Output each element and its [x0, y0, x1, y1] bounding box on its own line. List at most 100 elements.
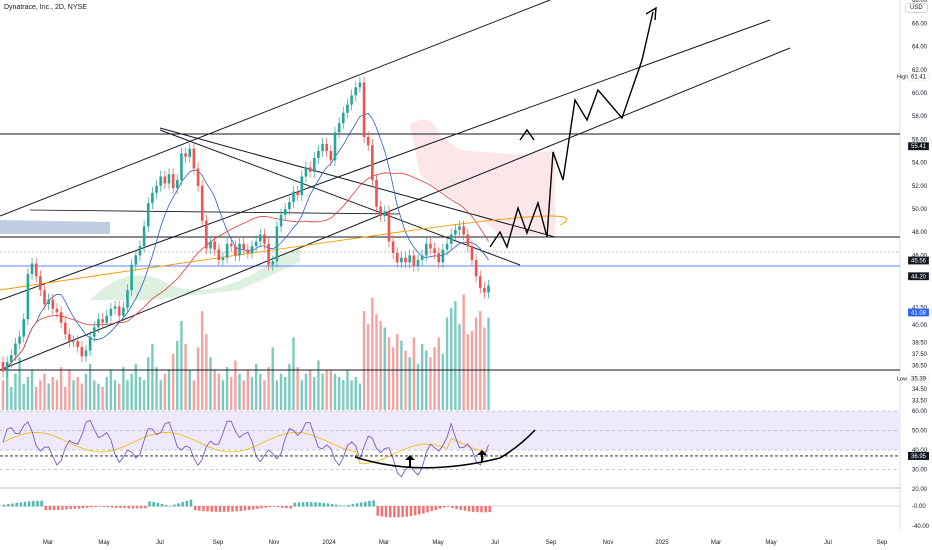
osc-bar: [305, 502, 309, 507]
candle-body: [395, 253, 399, 263]
price-axis-label: 36.50: [912, 364, 928, 370]
candle-body: [337, 123, 341, 133]
volume-bars: [1, 294, 490, 410]
price-axis-label: 34.50: [912, 387, 928, 393]
candle-body: [200, 185, 204, 221]
candle-body: [167, 174, 171, 184]
price-axis-label: 40.00: [912, 323, 928, 329]
osc-bar: [384, 506, 388, 517]
candle-body: [97, 319, 100, 328]
candle-body: [358, 82, 362, 88]
volume-bar: [371, 297, 374, 410]
osc-bar: [164, 504, 168, 507]
volume-bar: [400, 340, 403, 410]
osc-axis-label: -40.00: [912, 524, 930, 530]
volume-bar: [167, 370, 171, 410]
candle-body: [474, 260, 478, 277]
candle-body: [317, 151, 320, 158]
time-axis[interactable]: Mar May Jul Sep Nov 2024 Mar May Jul Sep Nov 2025 Ma…: [43, 540, 888, 546]
price-axis-label: 58.00: [912, 114, 928, 120]
candle-body: [483, 287, 486, 293]
osc-bar: [56, 506, 60, 510]
osc-bar: [86, 506, 89, 508]
price-axis[interactable]: 60.00 50.00 40.00 30.00 20.00 36.95 -0.00 -40.0…: [897, 0, 930, 530]
osc-bar: [418, 506, 421, 515]
volume-bar: [101, 386, 104, 410]
volume-bar: [84, 373, 88, 410]
osc-bar: [447, 506, 450, 507]
osc-bar: [388, 506, 392, 518]
candle-body: [275, 226, 279, 262]
candle-body: [321, 144, 324, 151]
candle-body: [342, 112, 345, 124]
osc-bar: [364, 501, 367, 507]
candle-body: [271, 261, 275, 265]
candle-body: [47, 299, 50, 305]
time-axis-label: Sep: [213, 540, 224, 546]
osc-bar: [326, 503, 330, 507]
osc-bar: [52, 506, 56, 511]
candle-body: [88, 336, 92, 351]
channel-line: [0, 47, 791, 371]
price-badge: [907, 308, 930, 317]
volume-bar: [155, 367, 158, 410]
volume-bar: [271, 347, 274, 410]
volume-bar: [479, 311, 482, 410]
candle-body: [126, 290, 129, 308]
osc-bar: [252, 506, 255, 510]
volume-bar: [466, 334, 469, 410]
candle-body: [391, 241, 395, 254]
candle-body: [366, 137, 370, 146]
price-axis-label: 48.00: [912, 230, 928, 236]
osc-bar: [144, 506, 147, 509]
volume-bar: [329, 370, 333, 410]
osc-bar: [131, 506, 135, 509]
volume-bar: [342, 380, 345, 410]
volume-bar: [51, 377, 54, 410]
candle-body: [404, 257, 407, 263]
candle-body: [371, 145, 374, 180]
currency-badge[interactable]: USD: [905, 3, 928, 13]
volume-bar: [22, 383, 25, 410]
time-axis-label: Jul: [491, 540, 499, 546]
osc-bar: [281, 506, 284, 508]
candle-body: [55, 308, 59, 313]
candle-body: [43, 290, 46, 305]
candle-body: [209, 241, 212, 249]
candle-body: [221, 257, 225, 261]
osc-bar: [177, 503, 180, 507]
candle-body: [155, 185, 158, 193]
volume-bar: [221, 380, 225, 410]
osc-bar: [401, 506, 404, 518]
time-axis-label: Mar: [43, 540, 53, 546]
time-axis-label: Nov: [603, 540, 614, 546]
range-line: [29, 209, 401, 215]
osc-bar: [110, 506, 114, 508]
osc-bar: [380, 506, 384, 517]
candle-body: [375, 180, 378, 207]
osc-bar: [227, 506, 230, 512]
candle-body: [283, 209, 287, 215]
candle-body: [205, 220, 208, 249]
candle-body: [429, 243, 432, 249]
candle-body: [300, 176, 304, 196]
candle-body: [63, 322, 67, 335]
volume-bar: [246, 370, 250, 410]
cloud-bearish: [410, 119, 555, 235]
candle-body: [130, 264, 133, 291]
volume-bar: [1, 380, 5, 410]
candle-body: [159, 176, 162, 186]
moving-average-slow: [2, 172, 489, 372]
osc-bar: [218, 506, 222, 512]
candle-body: [458, 226, 461, 230]
price-badge: [907, 272, 930, 281]
osc-bar: [40, 500, 43, 507]
volume-bar: [375, 314, 378, 410]
price-badge: [907, 142, 930, 151]
candle-body: [478, 276, 482, 288]
osc-bar: [422, 506, 425, 514]
descending-trend-line: [159, 127, 556, 238]
osc-bar: [202, 506, 205, 512]
